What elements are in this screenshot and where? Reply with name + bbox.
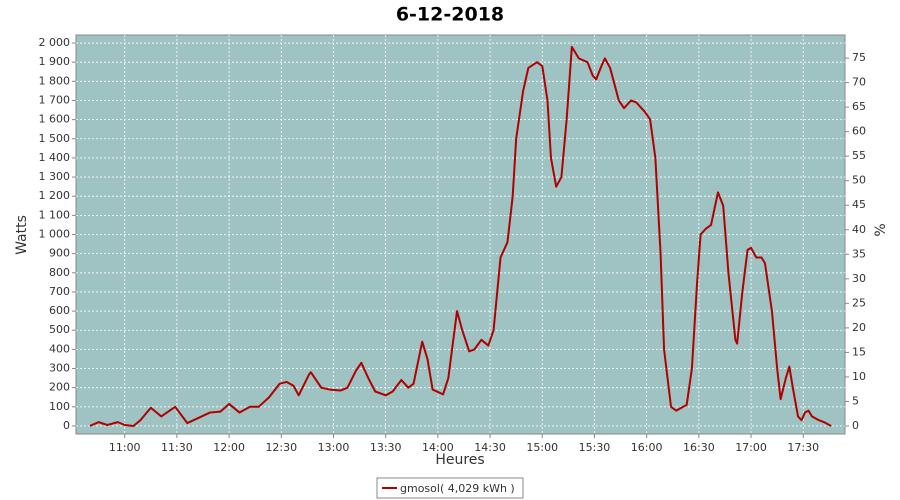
x-tick-label: 13:00 — [318, 441, 350, 454]
y-tick-label: 1 500 — [39, 132, 71, 145]
y2-tick-label: 45 — [852, 198, 866, 211]
x-tick-label: 14:00 — [422, 441, 454, 454]
y-tick-label: 1 200 — [39, 189, 71, 202]
x-tick-label: 17:00 — [735, 441, 767, 454]
x-axis-label: Heures — [435, 452, 484, 468]
y-tick-label: 700 — [49, 285, 70, 298]
y-tick-label: 1 900 — [39, 55, 71, 68]
y2-tick-label: 25 — [852, 296, 866, 309]
x-tick-label: 11:30 — [161, 441, 193, 454]
y-tick-label: 600 — [49, 304, 70, 317]
y2-tick-label: 20 — [852, 321, 866, 334]
y2-tick-label: 65 — [852, 100, 866, 113]
y2-axis-label: % — [873, 223, 889, 236]
y-tick-label: 900 — [49, 247, 70, 260]
data-line — [89, 45, 832, 427]
y2-tick-label: 70 — [852, 76, 866, 89]
y-tick-label: 1 100 — [39, 208, 71, 221]
y-tick-label: 1 300 — [39, 170, 71, 183]
x-tick-label: 17:30 — [787, 441, 819, 454]
y-tick-label: 400 — [49, 342, 70, 355]
y2-tick-label: 60 — [852, 125, 866, 138]
y2-tick-label: 35 — [852, 247, 866, 260]
y2-tick-label: 55 — [852, 149, 866, 162]
chart-title: 6-12-2018 — [396, 4, 504, 26]
x-tick-label: 11:00 — [109, 441, 141, 454]
x-tick-label: 14:30 — [474, 441, 506, 454]
y-tick-label: 300 — [49, 362, 70, 375]
y-tick-label: 0 — [63, 419, 70, 432]
x-tick-label: 12:30 — [265, 441, 297, 454]
y-tick-label: 1 700 — [39, 93, 71, 106]
y-axis-label: Watts — [14, 215, 30, 255]
y-tick-label: 100 — [49, 400, 70, 413]
y-tick-label: 2 000 — [39, 36, 71, 49]
x-tick-label: 16:00 — [631, 441, 663, 454]
y-tick-label: 1 600 — [39, 113, 71, 126]
x-tick-label: 13:30 — [370, 441, 402, 454]
x-tick-label: 16:30 — [683, 441, 715, 454]
y-tick-label: 200 — [49, 381, 70, 394]
y2-tick-label: 50 — [852, 174, 866, 187]
y2-tick-label: 75 — [852, 51, 866, 64]
y2-tick-label: 40 — [852, 223, 866, 236]
legend-label: gmosol( 4,029 kWh ) — [400, 482, 515, 495]
y2-tick-label: 5 — [852, 394, 859, 407]
y-tick-label: 800 — [49, 266, 70, 279]
x-tick-label: 15:30 — [579, 441, 611, 454]
y-tick-label: 1 400 — [39, 151, 71, 164]
y2-tick-label: 0 — [852, 419, 859, 432]
y2-tick-label: 30 — [852, 272, 866, 285]
y-tick-label: 1 800 — [39, 74, 71, 87]
x-tick-label: 12:00 — [213, 441, 245, 454]
y2-tick-label: 10 — [852, 370, 866, 383]
y-tick-label: 1 000 — [39, 228, 71, 241]
y-tick-label: 500 — [49, 323, 70, 336]
legend-box — [376, 477, 524, 499]
y2-tick-label: 15 — [852, 345, 866, 358]
x-tick-label: 15:00 — [526, 441, 558, 454]
